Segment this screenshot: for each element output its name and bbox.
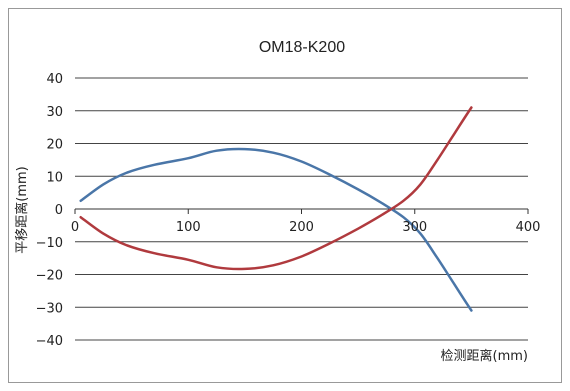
series-line-1: [79, 147, 473, 312]
y-tick-label-3: 10: [46, 170, 63, 185]
y-tick-label-5: −10: [36, 236, 63, 251]
x-tick-labels: 0 100 200 300 400: [71, 220, 541, 235]
x-axis-label: 检测距离(mm): [441, 348, 528, 364]
x-tick-label-2: 200: [289, 220, 314, 235]
x-tick-label-0: 0: [71, 220, 79, 235]
series-group: [79, 106, 473, 312]
series-line-2: [79, 106, 473, 271]
x-tick-label-1: 100: [176, 220, 201, 235]
y-tick-label-0: 40: [46, 72, 63, 87]
x-axis: [74, 208, 529, 214]
chart-title: OM18-K200: [259, 39, 345, 56]
y-tick-label-6: −20: [36, 269, 63, 284]
y-tick-label-7: −30: [36, 301, 63, 316]
x-tick-label-3: 300: [402, 220, 427, 235]
x-tick-label-4: 400: [516, 220, 541, 235]
y-tick-label-1: 30: [46, 105, 63, 120]
grid-lines: [75, 77, 528, 341]
y-tick-label-8: −40: [36, 334, 63, 349]
y-tick-labels: 40 30 20 10 0 −10 −20 −30 −40: [36, 72, 63, 349]
chart-frame: [8, 8, 562, 383]
y-axis-label: 平移距离(mm): [14, 166, 30, 253]
y-tick-label-4: 0: [55, 203, 63, 218]
y-tick-label-2: 20: [46, 138, 63, 153]
